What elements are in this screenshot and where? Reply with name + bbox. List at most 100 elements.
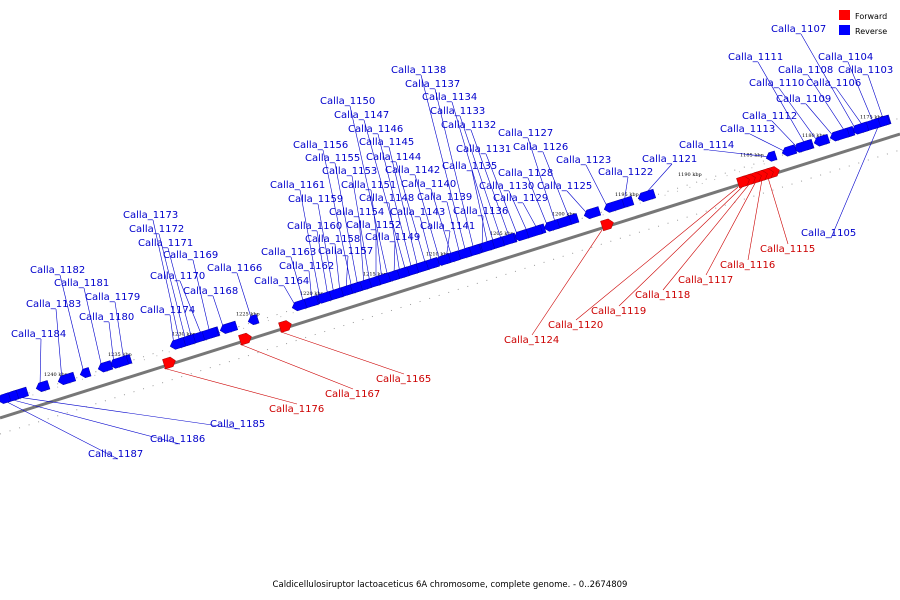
gene-label-forward[interactable]: Calla_1117 [678,275,733,286]
gene-label-forward[interactable]: Calla_1165 [376,374,431,385]
gene-feature-reverse[interactable] [79,367,92,379]
gene-label-reverse[interactable]: Calla_1123 [556,155,611,166]
gene-label-reverse[interactable]: Calla_1158 [305,234,360,245]
gene-label-reverse[interactable]: Calla_1108 [778,65,833,76]
gene-feature-reverse[interactable] [35,380,51,392]
gene-label-reverse[interactable]: Calla_1138 [391,65,446,76]
gene-label-reverse[interactable]: Calla_1136 [453,206,508,217]
gene-feature-reverse[interactable] [637,188,657,203]
gene-label-reverse[interactable]: Calla_1169 [163,250,218,261]
gene-label-reverse[interactable]: Calla_1113 [720,124,775,135]
gene-label-forward[interactable]: Calla_1124 [504,335,559,346]
gene-label-reverse[interactable]: Calla_1156 [293,140,348,151]
gene-label-reverse[interactable]: Calla_1112 [742,111,797,122]
gene-label-reverse[interactable]: Calla_1139 [417,192,472,203]
gene-label-reverse[interactable]: Calla_1135 [442,161,497,172]
gene-feature-forward[interactable] [278,319,292,333]
gene-label-forward[interactable]: Calla_1115 [760,244,815,255]
gene-label-reverse[interactable]: Calla_1104 [818,52,873,63]
gene-label-reverse[interactable]: Calla_1179 [85,292,140,303]
gene-label-reverse[interactable]: Calla_1173 [123,210,178,221]
gene-label-reverse[interactable]: Calla_1131 [456,144,511,155]
gene-label-reverse[interactable]: Calla_1161 [270,180,325,191]
gene-label-reverse[interactable]: Calla_1160 [287,221,342,232]
gene-label-reverse[interactable]: Calla_1122 [598,167,653,178]
gene-label-reverse[interactable]: Calla_1130 [479,181,534,192]
gene-feature-reverse[interactable] [765,150,778,163]
gene-label-reverse[interactable]: Calla_1106 [806,78,861,89]
gene-feature-reverse[interactable] [603,198,625,214]
gene-label-reverse[interactable]: Calla_1147 [334,110,389,121]
gene-label-reverse[interactable]: Calla_1140 [401,179,456,190]
gene-feature-reverse[interactable] [583,206,602,220]
gene-label-reverse[interactable]: Calla_1148 [359,193,414,204]
gene-label-reverse[interactable]: Calla_1114 [679,140,734,151]
gene-label-reverse[interactable]: Calla_1134 [422,92,477,103]
gene-label-reverse[interactable]: Calla_1127 [498,128,553,139]
gene-label-reverse[interactable]: Calla_1145 [359,137,414,148]
gene-label-reverse[interactable]: Calla_1159 [288,194,343,205]
gene-feature-reverse[interactable] [97,360,114,374]
gene-feature-forward[interactable] [238,332,252,346]
gene-label-reverse[interactable]: Calla_1129 [493,193,548,204]
gene-label-reverse[interactable]: Calla_1154 [329,207,384,218]
gene-label-reverse[interactable]: Calla_1107 [771,24,826,35]
gene-label-forward[interactable]: Calla_1119 [591,306,646,317]
gene-feature-reverse[interactable] [57,371,77,386]
gene-feature-forward[interactable] [736,175,750,189]
gene-feature-reverse[interactable] [219,320,239,335]
gene-label-reverse[interactable]: Calla_1141 [420,221,475,232]
gene-feature-reverse[interactable] [0,392,12,405]
gene-label-reverse[interactable]: Calla_1168 [183,286,238,297]
gene-label-forward[interactable]: Calla_1167 [325,389,380,400]
gene-feature-forward[interactable] [162,356,176,370]
gene-label-reverse[interactable]: Calla_1183 [26,299,81,310]
gene-label-reverse[interactable]: Calla_1174 [140,305,195,316]
gene-label-reverse[interactable]: Calla_1162 [279,261,334,272]
gene-label-reverse[interactable]: Calla_1125 [537,181,592,192]
gene-label-reverse[interactable]: Calla_1150 [320,96,375,107]
gene-label-reverse[interactable]: Calla_1103 [838,65,893,76]
gene-label-reverse[interactable]: Calla_1180 [79,312,134,323]
gene-feature-reverse[interactable] [813,133,831,147]
gene-label-reverse[interactable]: Calla_1146 [348,124,403,135]
gene-label-reverse[interactable]: Calla_1151 [341,180,396,191]
gene-feature-reverse[interactable] [247,314,260,326]
gene-label-reverse[interactable]: Calla_1142 [385,165,440,176]
gene-label-reverse[interactable]: Calla_1121 [642,154,697,165]
gene-label-reverse[interactable]: Calla_1133 [430,106,485,117]
gene-label-reverse[interactable]: Calla_1152 [346,220,401,231]
gene-label-reverse[interactable]: Calla_1182 [30,265,85,276]
gene-label-reverse[interactable]: Calla_1105 [801,228,856,239]
gene-feature-reverse[interactable] [291,298,308,312]
gene-label-reverse[interactable]: Calla_1164 [254,276,309,287]
gene-label-reverse[interactable]: Calla_1110 [749,78,804,89]
gene-label-reverse[interactable]: Calla_1132 [441,120,496,131]
gene-label-reverse[interactable]: Calla_1111 [728,52,783,63]
gene-label-reverse[interactable]: Calla_1155 [305,153,360,164]
gene-label-reverse[interactable]: Calla_1186 [150,434,205,445]
gene-label-reverse[interactable]: Calla_1163 [261,247,316,258]
gene-label-reverse[interactable]: Calla_1187 [88,449,143,460]
gene-label-reverse[interactable]: Calla_1170 [150,271,205,282]
gene-label-forward[interactable]: Calla_1116 [720,260,775,271]
gene-label-reverse[interactable]: Calla_1157 [318,246,373,257]
gene-label-reverse[interactable]: Calla_1166 [207,263,262,274]
gene-label-reverse[interactable]: Calla_1144 [366,152,421,163]
gene-label-reverse[interactable]: Calla_1149 [365,232,420,243]
gene-label-forward[interactable]: Calla_1118 [635,290,690,301]
gene-label-reverse[interactable]: Calla_1171 [138,238,193,249]
gene-label-reverse[interactable]: Calla_1143 [390,207,445,218]
gene-label-reverse[interactable]: Calla_1184 [11,329,66,340]
gene-label-reverse[interactable]: Calla_1137 [405,79,460,90]
gene-label-reverse[interactable]: Calla_1126 [513,142,568,153]
gene-label-reverse[interactable]: Calla_1181 [54,278,109,289]
gene-feature-reverse[interactable] [829,127,850,142]
gene-label-reverse[interactable]: Calla_1185 [210,419,265,430]
gene-feature-reverse[interactable] [781,144,798,158]
gene-label-forward[interactable]: Calla_1120 [548,320,603,331]
gene-label-reverse[interactable]: Calla_1153 [322,166,377,177]
gene-feature-reverse[interactable] [169,337,187,350]
gene-label-reverse[interactable]: Calla_1172 [129,224,184,235]
gene-feature-forward[interactable] [600,218,614,232]
